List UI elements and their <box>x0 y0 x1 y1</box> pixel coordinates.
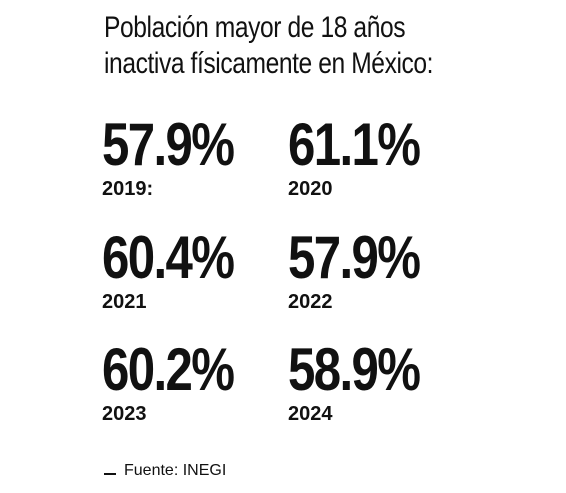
stat-year: 2024 <box>288 403 333 425</box>
stat-2022: 57.9% 2022 <box>288 228 488 314</box>
stat-2020: 61.1% 2020 <box>288 115 488 201</box>
stat-value: 61.1% <box>288 111 421 178</box>
title-line-2: inactiva físicamente en México: <box>104 47 434 80</box>
stat-value: 60.2% <box>102 336 235 403</box>
stat-year: 2020 <box>288 178 333 200</box>
source-dash <box>104 473 116 475</box>
stat-2021: 60.4% 2021 <box>102 228 302 314</box>
stat-2023: 60.2% 2023 <box>102 340 302 426</box>
title-line-1: Población mayor de 18 años <box>104 11 406 44</box>
stat-value: 60.4% <box>102 224 235 291</box>
infographic-title: Población mayor de 18 años inactiva físi… <box>104 10 465 82</box>
source-text: Fuente: INEGI <box>124 462 227 479</box>
source-note: Fuente: INEGI <box>104 460 226 482</box>
stat-2019: 57.9% 2019: <box>102 115 302 201</box>
stat-value: 57.9% <box>102 111 235 178</box>
stat-year: 2021 <box>102 291 147 313</box>
stat-year: 2022 <box>288 291 333 313</box>
stat-value: 58.9% <box>288 336 421 403</box>
stat-year: 2019: <box>102 178 154 200</box>
stat-2024: 58.9% 2024 <box>288 340 488 426</box>
stat-year: 2023 <box>102 403 147 425</box>
stat-value: 57.9% <box>288 224 421 291</box>
